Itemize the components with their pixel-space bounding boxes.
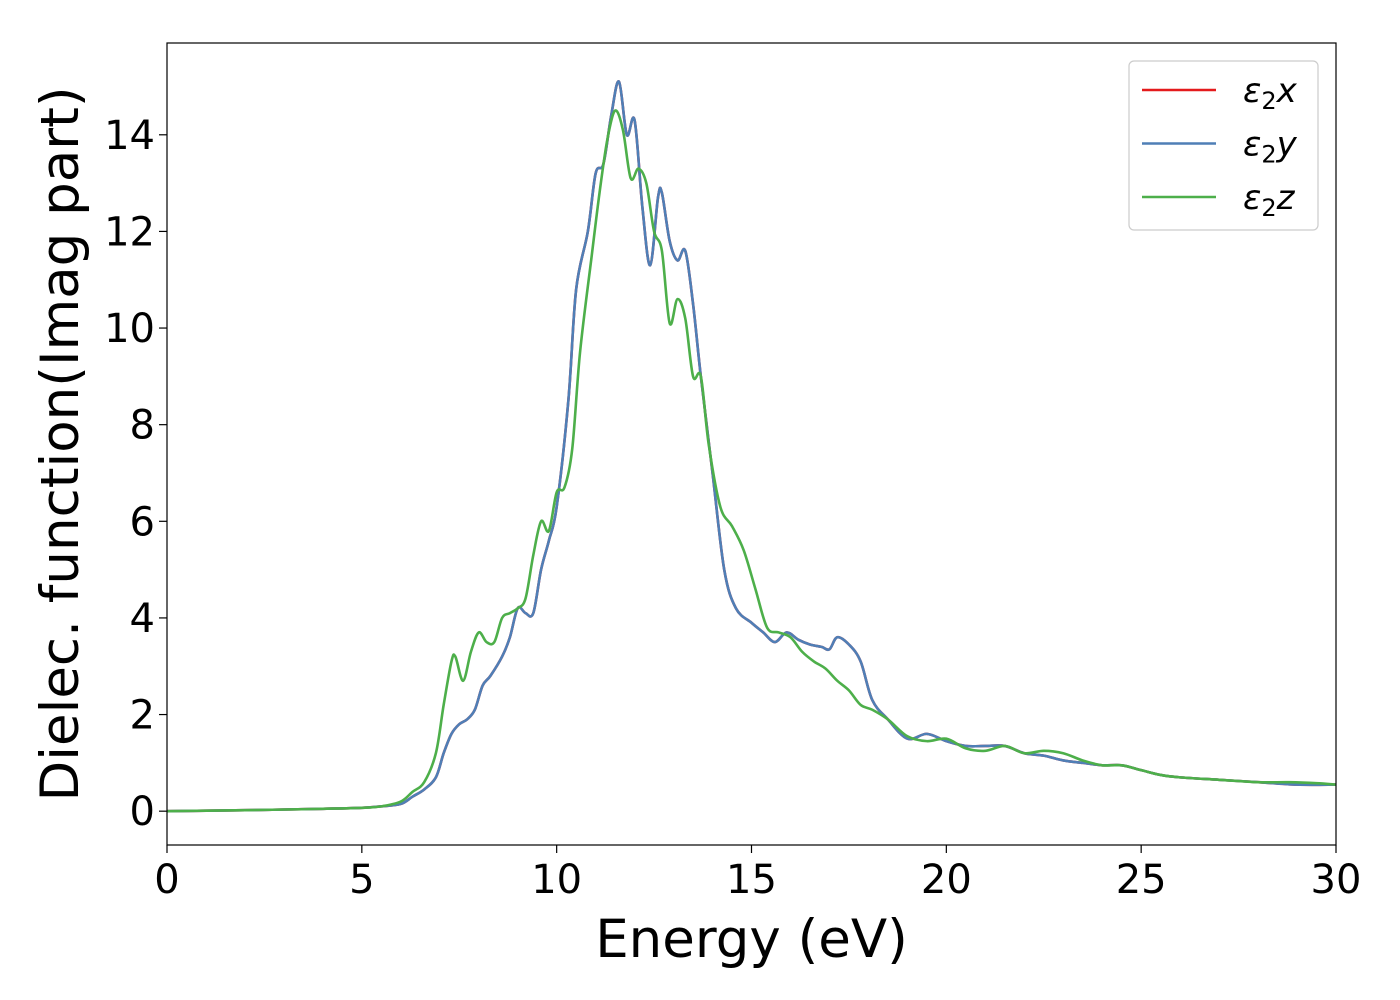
x-tick-label: 10 — [531, 857, 582, 903]
y-tick-label: 6 — [130, 499, 155, 545]
legend-box — [1128, 60, 1319, 231]
x-tick-label: 30 — [1311, 857, 1362, 903]
series-line-e2z — [166, 109, 1337, 813]
plot-series — [166, 80, 1337, 813]
x-axis-label: Energy (eV) — [595, 909, 908, 970]
legend-entry-label: ε2x — [1243, 71, 1298, 115]
y-tick-label: 2 — [130, 693, 155, 739]
y-tick-label: 4 — [130, 596, 155, 642]
x-axis-ticks: 0 5 10 15 20 25 30 — [154, 845, 1361, 903]
y-tick-label: 12 — [104, 209, 155, 255]
x-tick-label: 25 — [1116, 857, 1167, 903]
x-tick-label: 0 — [154, 857, 179, 903]
y-axis-label: Dielec. function(Imag part) — [30, 86, 91, 801]
x-tick-label: 20 — [921, 857, 972, 903]
y-axis-ticks: 0 2 4 6 8 10 12 14 — [104, 113, 167, 835]
legend-entry-label: ε2z — [1243, 178, 1296, 222]
y-tick-label: 0 — [130, 789, 155, 835]
y-tick-label: 10 — [104, 306, 155, 352]
y-tick-label: 14 — [104, 113, 155, 159]
legend: ε2x ε2y ε2z — [1128, 60, 1319, 231]
x-tick-label: 5 — [349, 857, 374, 903]
legend-entry-label: ε2y — [1243, 125, 1298, 169]
y-tick-label: 8 — [130, 403, 155, 449]
x-tick-label: 15 — [726, 857, 777, 903]
